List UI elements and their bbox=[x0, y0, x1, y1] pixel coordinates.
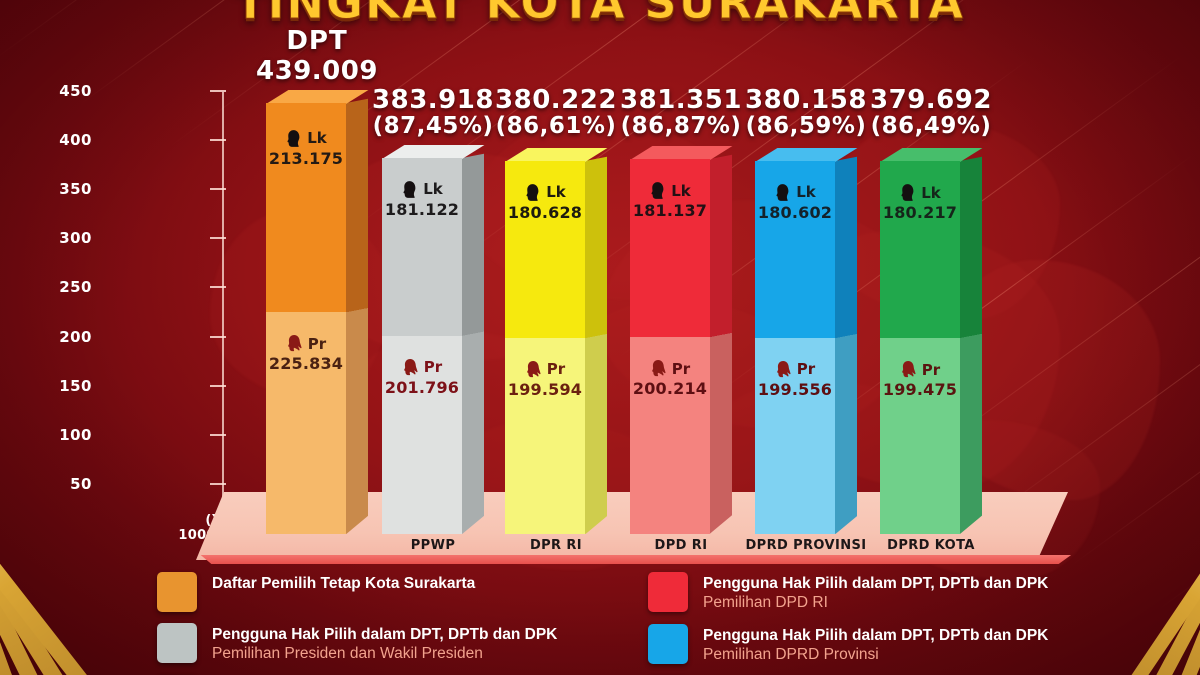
bar-dpd-ri[interactable]: Lk 181.137 Pr 200.214 bbox=[630, 159, 710, 534]
legend-label-primary: Pengguna Hak Pilih dalam DPT, DPTb dan D… bbox=[703, 574, 1048, 593]
bar-ppwp[interactable]: Lk 181.122 Pr 201.796 bbox=[382, 158, 462, 534]
x-axis-label-dprd-kota: DPRD KOTA bbox=[846, 538, 1016, 553]
legend-swatch bbox=[157, 623, 197, 663]
legend-label-primary: Pengguna Hak Pilih dalam DPT, DPTb dan D… bbox=[703, 626, 1048, 645]
bar-front-face bbox=[266, 103, 346, 534]
bar-segment-pr bbox=[630, 337, 710, 534]
legend-label-secondary: Pemilihan DPRD Provinsi bbox=[703, 645, 1048, 664]
legend: Daftar Pemilih Tetap Kota Surakarta Pengg… bbox=[0, 572, 1200, 675]
bar-side-face bbox=[462, 154, 484, 534]
bar-dpt[interactable]: Lk 213.175 Pr 225.834 bbox=[266, 103, 346, 534]
legend-swatch bbox=[157, 572, 197, 612]
bar-front-face bbox=[630, 159, 710, 534]
bar-side-face bbox=[346, 99, 368, 534]
bar-segment-lk bbox=[880, 161, 960, 338]
legend-label: Pengguna Hak Pilih dalam DPT, DPTb dan D… bbox=[703, 624, 1048, 665]
legend-item: Pengguna Hak Pilih dalam DPT, DPTb dan D… bbox=[157, 623, 657, 664]
legend-swatch bbox=[648, 624, 688, 664]
bar-dprd-kota[interactable]: Lk 180.217 Pr 199.475 bbox=[880, 161, 960, 534]
bar-total-percent: (86,49%) bbox=[846, 113, 1016, 139]
bar-dpr-ri[interactable]: Lk 180.628 Pr 199.594 bbox=[505, 161, 585, 534]
legend-label: Daftar Pemilih Tetap Kota Surakarta bbox=[212, 572, 475, 593]
legend-label-primary: Daftar Pemilih Tetap Kota Surakarta bbox=[212, 574, 475, 593]
legend-label: Pengguna Hak Pilih dalam DPT, DPTb dan D… bbox=[703, 572, 1048, 613]
bar-segment-pr bbox=[505, 338, 585, 534]
bar-segment-pr bbox=[755, 338, 835, 534]
bar-segment-lk bbox=[382, 158, 462, 336]
bar-front-face bbox=[880, 161, 960, 534]
bar-total-value: 379.692 bbox=[846, 85, 1016, 115]
legend-item: Daftar Pemilih Tetap Kota Surakarta bbox=[157, 572, 657, 612]
legend-label-secondary: Pemilihan Presiden dan Wakil Presiden bbox=[212, 644, 557, 663]
bar-total-dpt: DPT 439.009 bbox=[232, 26, 402, 86]
legend-item: Pengguna Hak Pilih dalam DPT, DPTb dan D… bbox=[648, 624, 1118, 665]
legend-column-left: Daftar Pemilih Tetap Kota Surakarta Pengg… bbox=[157, 572, 657, 675]
bar-segment-pr bbox=[382, 336, 462, 534]
dpt-header: DPT bbox=[232, 26, 402, 56]
legend-column-right: Pengguna Hak Pilih dalam DPT, DPTb dan D… bbox=[648, 572, 1118, 675]
bar-side-face bbox=[835, 156, 857, 534]
bar-dprd-provinsi[interactable]: Lk 180.602 Pr 199.556 bbox=[755, 161, 835, 534]
bar-segment-lk bbox=[630, 159, 710, 337]
bar-segment-pr bbox=[266, 312, 346, 534]
bar-side-face bbox=[710, 155, 732, 534]
bar-front-face bbox=[505, 161, 585, 534]
bar-segment-lk bbox=[755, 161, 835, 338]
legend-label-secondary: Pemilihan DPD RI bbox=[703, 593, 1048, 612]
bar-side-face bbox=[960, 157, 982, 534]
bar-front-face bbox=[382, 158, 462, 534]
bar-segment-lk bbox=[505, 161, 585, 338]
legend-item: Pengguna Hak Pilih dalam DPT, DPTb dan D… bbox=[648, 572, 1118, 613]
bar-total-value: 439.009 bbox=[232, 56, 402, 86]
legend-label: Pengguna Hak Pilih dalam DPT, DPTb dan D… bbox=[212, 623, 557, 664]
bar-segment-lk bbox=[266, 103, 346, 312]
bar-segment-pr bbox=[880, 338, 960, 534]
bar-side-face bbox=[585, 156, 607, 534]
bar-front-face bbox=[755, 161, 835, 534]
bar-total-dprd-kota: 379.692 (86,49%) bbox=[846, 85, 1016, 139]
legend-swatch bbox=[648, 572, 688, 612]
legend-label-primary: Pengguna Hak Pilih dalam DPT, DPTb dan D… bbox=[212, 625, 557, 644]
